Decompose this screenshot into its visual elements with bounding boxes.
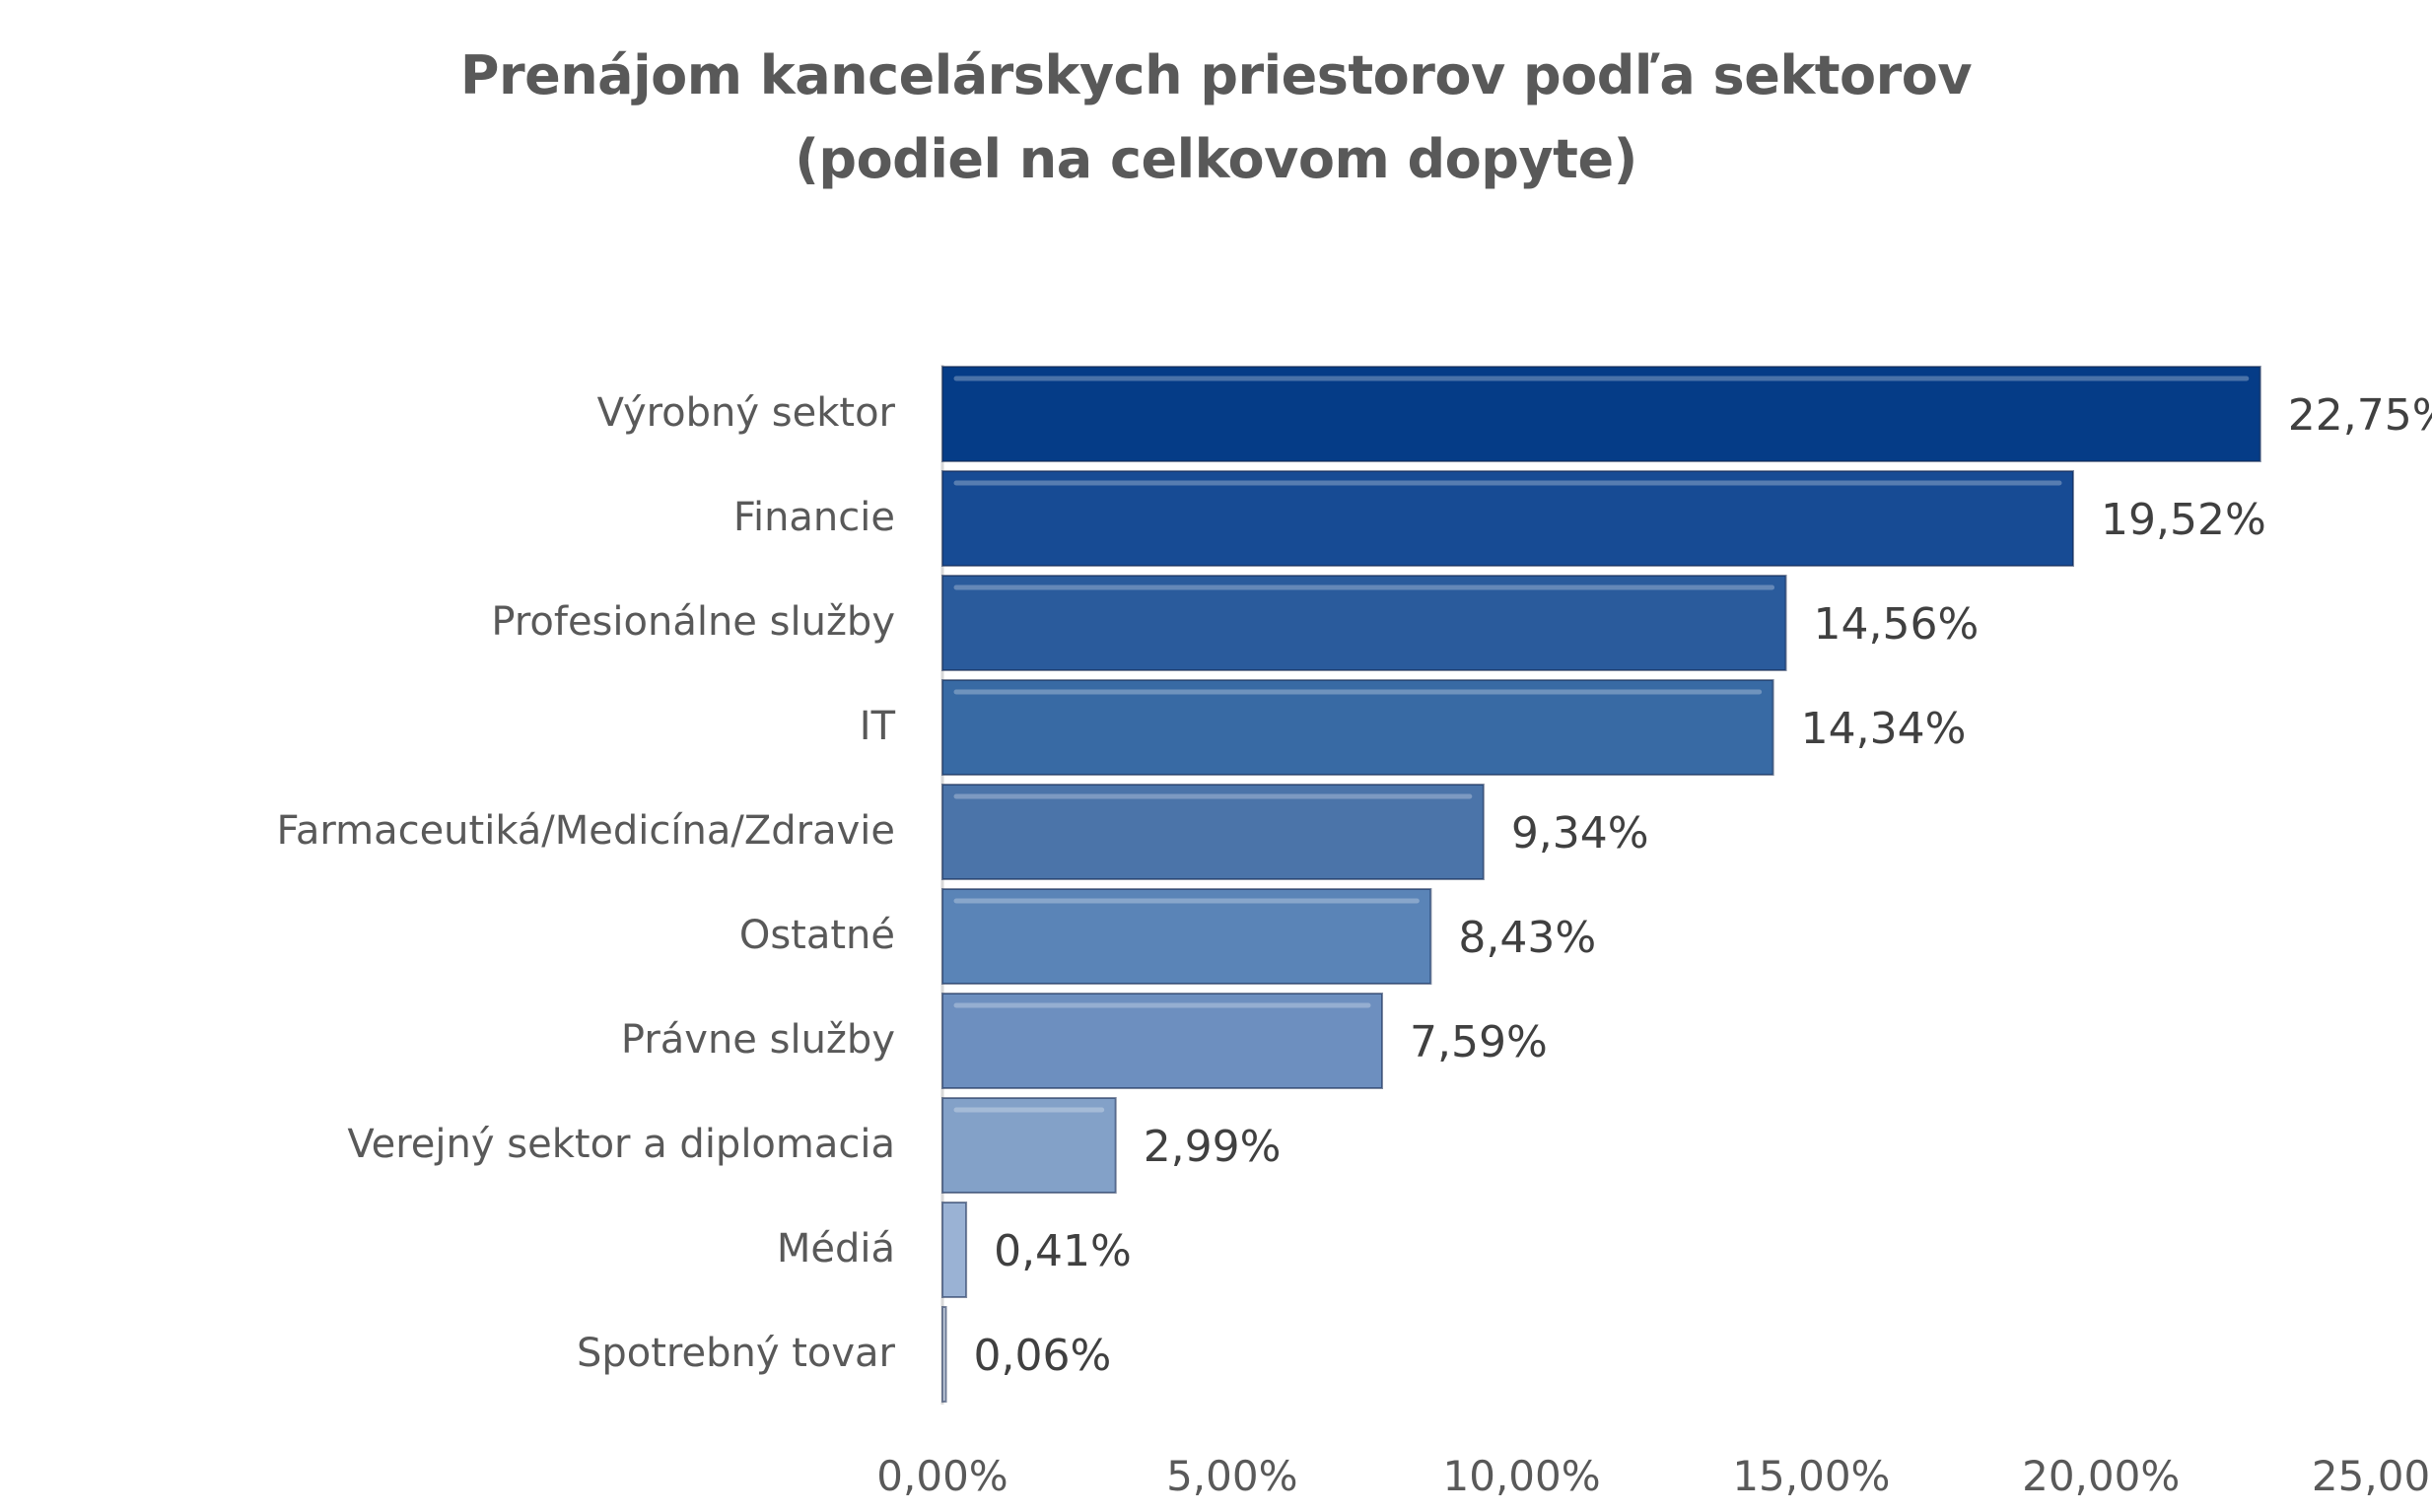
bar [941, 1306, 947, 1403]
bar [941, 888, 1432, 985]
chart-title-line-1: Prenájom kancelárskych priestorov podľa … [459, 44, 1973, 106]
category-label: Médiá [777, 1226, 895, 1271]
bar [941, 784, 1485, 880]
category-label: Ostatné [739, 913, 895, 958]
category-label: Spotrebný tovar [577, 1331, 896, 1376]
bar [941, 1097, 1117, 1194]
category-label: Právne služby [621, 1017, 895, 1063]
x-tick-label: 20,00% [2022, 1452, 2180, 1500]
bar [941, 470, 2074, 567]
bar [941, 679, 1774, 776]
data-label: 7,59% [1410, 1017, 1548, 1067]
x-tick-label: 25,00% [2312, 1452, 2432, 1500]
bar [941, 1202, 968, 1298]
data-label: 14,34% [1801, 704, 1967, 754]
category-label: IT [860, 704, 896, 749]
data-label: 0,06% [974, 1331, 1112, 1381]
bar [941, 366, 2261, 462]
data-label: 22,75% [2288, 390, 2432, 441]
x-tick-label: 5,00% [1166, 1452, 1297, 1500]
x-tick-label: 15,00% [1732, 1452, 1890, 1500]
bar [941, 575, 1787, 671]
data-label: 2,99% [1144, 1122, 1282, 1172]
category-label: Financie [733, 495, 895, 540]
chart-title-line-2: (podiel na celkovom dopyte) [795, 128, 1637, 190]
category-label: Verejný sektor a diplomacia [347, 1122, 895, 1167]
x-tick-label: 0,00% [876, 1452, 1008, 1500]
data-label: 14,56% [1814, 599, 1980, 650]
data-label: 9,34% [1511, 808, 1649, 859]
category-label: Výrobný sektor [597, 390, 896, 436]
category-label: Profesionálne služby [491, 599, 895, 645]
x-tick-label: 10,00% [1443, 1452, 1601, 1500]
bar [941, 993, 1383, 1089]
category-label: Farmaceutiká/Medicína/Zdravie [277, 808, 895, 854]
data-label: 19,52% [2101, 495, 2266, 545]
data-label: 0,41% [994, 1226, 1132, 1276]
data-label: 8,43% [1458, 913, 1596, 963]
